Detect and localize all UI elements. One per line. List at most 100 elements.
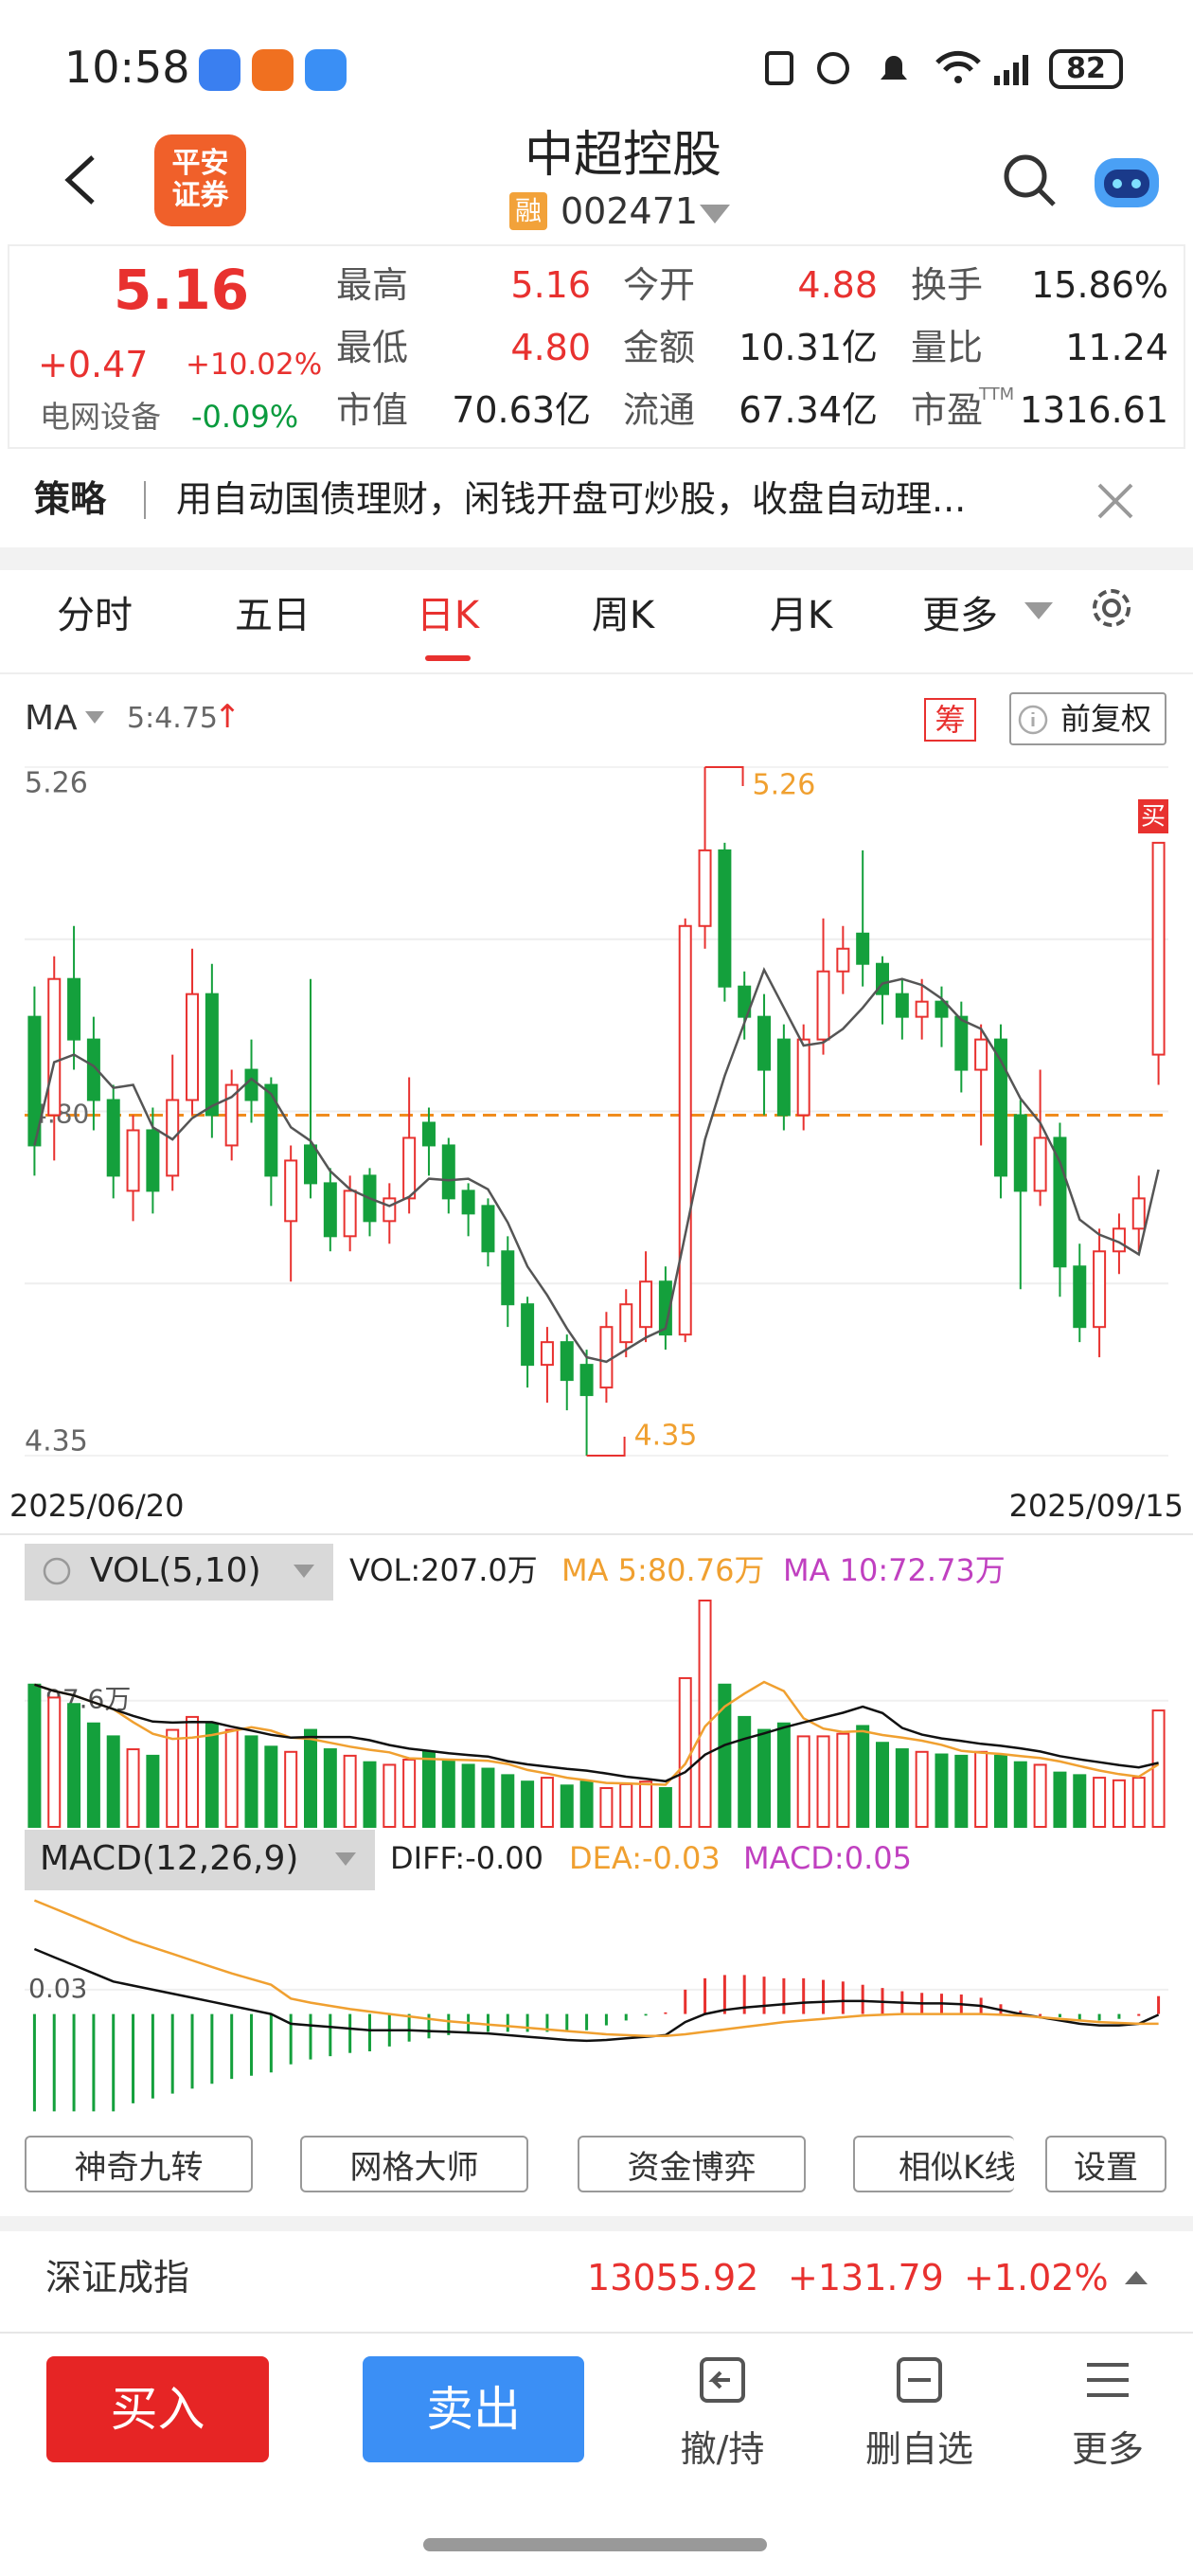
- volume-bar: [67, 1703, 81, 1829]
- dea-text: DEA:-0.03: [569, 1840, 721, 1876]
- strategy-text[interactable]: 用自动国债理财，闲钱开盘可炒股，收盘自动理...: [176, 481, 967, 517]
- candle-body: [224, 1083, 239, 1147]
- volume-bar: [521, 1780, 535, 1828]
- expand-arrow[interactable]: [1123, 2267, 1149, 2288]
- search-button[interactable]: [999, 150, 1059, 210]
- extreme-label: 4.35: [634, 1420, 698, 1453]
- vol-ma10-line: [34, 1683, 1159, 1783]
- divider: [0, 672, 1193, 674]
- code-dropdown[interactable]: [696, 199, 734, 227]
- sell-button[interactable]: 卖出: [363, 2356, 584, 2462]
- candle-body: [441, 1144, 455, 1200]
- status-icons: [765, 50, 1028, 85]
- stock-code: 002471: [561, 190, 699, 232]
- action[interactable]: 撤/持: [680, 2428, 765, 2470]
- field-value: 67.34亿: [739, 389, 878, 431]
- buy-button[interactable]: 买入: [46, 2356, 269, 2462]
- action[interactable]: 删自选: [864, 2428, 973, 2470]
- price: 5.16: [114, 258, 250, 322]
- y-tick-label: 4.35: [25, 1425, 88, 1458]
- candle-body: [146, 1129, 160, 1192]
- buy-badge: 买: [1141, 803, 1166, 832]
- ma-dropdown[interactable]: [83, 708, 106, 727]
- y-tick-label: 5.26: [25, 767, 88, 800]
- tool-button[interactable]: 相似K线: [853, 2136, 1014, 2192]
- volume-bar: [27, 1683, 42, 1829]
- candle-body: [284, 1159, 298, 1223]
- candle-body: [560, 1341, 574, 1382]
- field-label: 换手: [911, 264, 984, 306]
- extreme-pointer: [586, 1437, 626, 1457]
- candle-body: [698, 849, 712, 927]
- candle-body: [1131, 1197, 1146, 1230]
- ref-label: 4.80: [30, 1098, 89, 1129]
- tab[interactable]: 周K: [591, 594, 655, 637]
- tab[interactable]: 月K: [769, 594, 833, 637]
- more-dropdown[interactable]: [1023, 597, 1055, 625]
- candle-body: [1013, 1114, 1027, 1192]
- tool-button[interactable]: 资金博弈: [578, 2136, 806, 2192]
- macd-header[interactable]: [25, 1830, 375, 1890]
- volume-bar: [816, 1735, 830, 1829]
- adjust-button[interactable]: 前复权: [1009, 692, 1166, 745]
- vol-ma10: MA 10:72.73万: [783, 1552, 1006, 1588]
- volume-bar: [678, 1676, 692, 1829]
- tab[interactable]: 分时: [57, 594, 133, 637]
- volume-bar: [421, 1750, 436, 1828]
- close-button[interactable]: [1094, 479, 1137, 523]
- tab-underline: [425, 655, 471, 661]
- candle-body: [1112, 1227, 1126, 1253]
- info-icon: [1018, 705, 1048, 735]
- cancel-icon: [700, 2357, 745, 2403]
- action[interactable]: 更多: [1071, 2428, 1144, 2470]
- field-label: 市值: [336, 389, 409, 431]
- y-tick-label: 0.03: [28, 1973, 87, 2004]
- up-arrow: ↑: [214, 698, 241, 736]
- index-pct: +1.02%: [964, 2257, 1109, 2299]
- tool-button[interactable]: 神奇九转: [25, 2136, 253, 2192]
- candle-body: [521, 1303, 535, 1367]
- candle-body: [895, 993, 909, 1018]
- volume-bar: [47, 1696, 62, 1829]
- volume-bar: [461, 1763, 475, 1828]
- candle-body: [935, 1000, 949, 1018]
- assistant-button[interactable]: [1089, 147, 1165, 213]
- tab[interactable]: 五日: [235, 594, 311, 637]
- volume-bar: [658, 1787, 672, 1828]
- gap: [0, 547, 1193, 570]
- quote-panel: [8, 244, 1185, 449]
- candle-body: [915, 1000, 929, 1018]
- x-start: 2025/06/20: [9, 1488, 184, 1524]
- change: +0.47: [38, 344, 149, 385]
- vol-header[interactable]: [25, 1544, 333, 1601]
- volume-bar: [915, 1750, 929, 1828]
- candle-body: [658, 1280, 672, 1336]
- volume-bar: [146, 1754, 160, 1829]
- volume-bar: [738, 1715, 752, 1829]
- volume-bar: [205, 1722, 219, 1828]
- index-value: 13055.92: [587, 2257, 759, 2299]
- candle-body: [757, 1015, 772, 1071]
- volume-bar: [481, 1767, 495, 1828]
- strategy-label: 策略: [34, 478, 107, 520]
- tab[interactable]: 更多: [922, 594, 998, 637]
- settings-button[interactable]: [1085, 581, 1138, 635]
- battery: 82: [1049, 49, 1123, 89]
- app-icon: [305, 49, 347, 91]
- volume-bar: [86, 1722, 100, 1828]
- chip-badge[interactable]: 筹: [924, 698, 976, 742]
- field-value: 4.80: [510, 327, 591, 368]
- field-label: 市盈: [911, 389, 984, 431]
- tool-button[interactable]: 网格大师: [300, 2136, 528, 2192]
- remove-icon: [897, 2357, 942, 2403]
- volume-bar: [186, 1715, 200, 1829]
- candle-body: [27, 1015, 42, 1147]
- volume-bar: [974, 1750, 988, 1828]
- field-value: 70.63亿: [452, 389, 591, 431]
- tab[interactable]: 日K: [416, 594, 480, 637]
- margin-badge: 融: [509, 192, 547, 230]
- field-value: 11.24: [1065, 327, 1168, 368]
- tool-button[interactable]: 设置: [1045, 2136, 1166, 2192]
- back-button[interactable]: [57, 152, 104, 208]
- candle-body: [343, 1190, 357, 1238]
